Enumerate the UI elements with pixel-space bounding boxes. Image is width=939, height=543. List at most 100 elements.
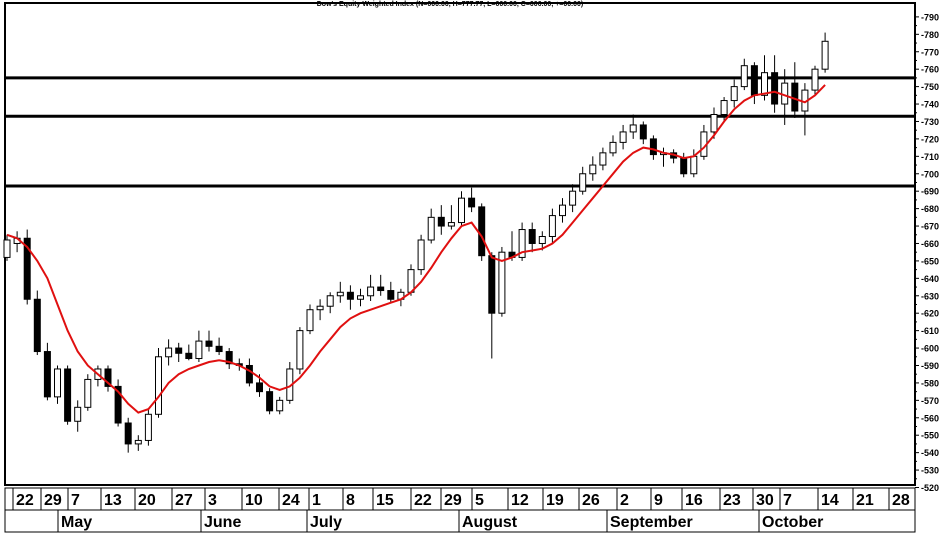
candle-body bbox=[560, 205, 566, 215]
candle-body bbox=[358, 296, 364, 299]
y-tick-label: -700 bbox=[921, 169, 939, 179]
candle-body bbox=[186, 353, 192, 358]
x-day-label: 27 bbox=[175, 492, 193, 509]
candle-74 bbox=[751, 62, 757, 104]
candle-56 bbox=[570, 184, 576, 212]
candle-body bbox=[4, 240, 10, 257]
candle-14 bbox=[145, 409, 151, 446]
chart-title: Dow's Equity Weighted Index (N=000.00, H… bbox=[317, 1, 584, 8]
candle-80 bbox=[812, 66, 818, 96]
candle-body bbox=[741, 66, 747, 87]
candle-55 bbox=[560, 198, 566, 222]
candle-body bbox=[55, 369, 61, 397]
candle-body bbox=[489, 256, 495, 314]
candle-body bbox=[75, 407, 81, 421]
candle-body bbox=[34, 299, 40, 351]
candle-body bbox=[206, 341, 212, 346]
y-tick-label: -750 bbox=[921, 82, 939, 92]
candle-body bbox=[418, 240, 424, 270]
candle-34 bbox=[347, 285, 353, 309]
candle-body bbox=[549, 216, 555, 237]
y-tick-label: -660 bbox=[921, 239, 939, 249]
candle-79 bbox=[802, 83, 808, 135]
candle-body bbox=[539, 237, 545, 244]
candle-60 bbox=[610, 135, 616, 156]
candle-11 bbox=[115, 379, 121, 426]
candle-body bbox=[135, 440, 141, 443]
candle-body bbox=[580, 174, 586, 191]
candle-body bbox=[438, 217, 444, 226]
candle-body bbox=[246, 365, 252, 382]
candle-64 bbox=[650, 135, 656, 159]
candle-31 bbox=[317, 299, 323, 320]
candle-body bbox=[196, 341, 202, 358]
y-tick-label: -770 bbox=[921, 47, 939, 57]
candle-body bbox=[529, 230, 535, 244]
candle-16 bbox=[166, 339, 172, 365]
y-tick-label: -600 bbox=[921, 344, 939, 354]
candle-body bbox=[176, 348, 182, 353]
x-day-label: 24 bbox=[282, 492, 300, 509]
candle-61 bbox=[620, 125, 626, 149]
candle-body bbox=[711, 114, 717, 131]
x-day-label: 22 bbox=[414, 492, 432, 509]
candle-body bbox=[822, 41, 828, 69]
candle-46 bbox=[469, 188, 475, 212]
x-day-label: 15 bbox=[376, 492, 394, 509]
candle-81 bbox=[822, 33, 828, 73]
candle-body bbox=[751, 66, 757, 96]
candle-10 bbox=[105, 365, 111, 391]
candle-73 bbox=[741, 59, 747, 90]
x-day-label: 19 bbox=[546, 492, 564, 509]
candle-body bbox=[650, 139, 656, 155]
candle-3 bbox=[34, 291, 40, 355]
y-tick-label: -670 bbox=[921, 222, 939, 232]
y-tick-label: -550 bbox=[921, 431, 939, 441]
x-day-label: 22 bbox=[16, 492, 34, 509]
candle-26 bbox=[267, 388, 273, 414]
y-tick-label: -620 bbox=[921, 309, 939, 319]
candle-62 bbox=[630, 114, 636, 138]
y-tick-label: -690 bbox=[921, 187, 939, 197]
y-tick-label: -730 bbox=[921, 117, 939, 127]
x-month-label: September bbox=[610, 514, 693, 531]
candle-body bbox=[479, 207, 485, 256]
candle-8 bbox=[85, 374, 91, 411]
candle-body bbox=[620, 132, 626, 142]
candle-body bbox=[337, 292, 343, 295]
candle-body bbox=[297, 331, 303, 369]
candle-51 bbox=[519, 223, 525, 261]
x-day-label: 23 bbox=[723, 492, 741, 509]
candle-body bbox=[721, 101, 727, 115]
candle-52 bbox=[529, 223, 535, 253]
x-month-label: June bbox=[204, 514, 241, 531]
candle-body bbox=[216, 346, 222, 351]
x-month-label: August bbox=[462, 514, 518, 531]
candle-body bbox=[428, 217, 434, 240]
plot-border bbox=[5, 3, 915, 485]
candle-body bbox=[610, 142, 616, 152]
candle-21 bbox=[216, 338, 222, 355]
candle-37 bbox=[378, 275, 384, 296]
y-tick-label: -760 bbox=[921, 65, 939, 75]
candle-59 bbox=[600, 148, 606, 171]
candle-30 bbox=[307, 304, 313, 334]
x-day-label: 5 bbox=[475, 492, 484, 509]
y-tick-label: -650 bbox=[921, 256, 939, 266]
candle-body bbox=[166, 348, 172, 357]
y-tick-label: -710 bbox=[921, 152, 939, 162]
candle-13 bbox=[135, 435, 141, 451]
candle-body bbox=[448, 223, 454, 226]
candle-20 bbox=[206, 331, 212, 352]
candle-33 bbox=[337, 282, 343, 303]
x-day-label: 21 bbox=[856, 492, 874, 509]
candle-69 bbox=[701, 125, 707, 160]
y-tick-label: -560 bbox=[921, 413, 939, 423]
candle-76 bbox=[772, 55, 778, 113]
candle-45 bbox=[459, 191, 465, 226]
candle-body bbox=[600, 153, 606, 165]
y-tick-label: -680 bbox=[921, 204, 939, 214]
x-day-label: 13 bbox=[104, 492, 122, 509]
